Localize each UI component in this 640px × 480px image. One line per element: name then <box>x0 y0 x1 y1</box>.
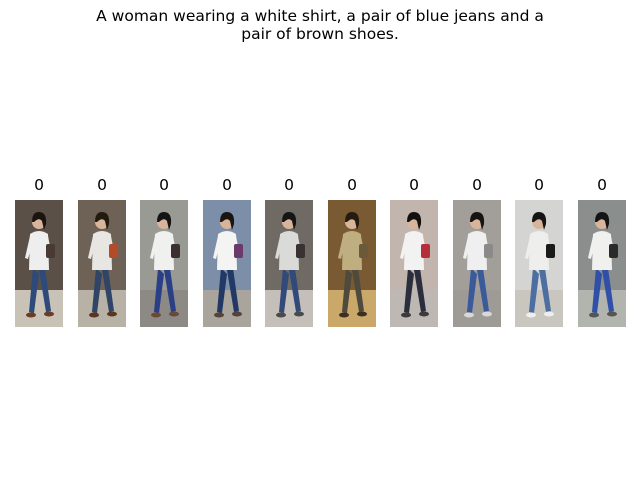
result-thumbnail <box>78 200 126 327</box>
pedestrian-image <box>328 200 376 327</box>
result-thumbnail <box>453 200 501 327</box>
pedestrian-image <box>515 200 563 327</box>
result-score: 0 <box>347 176 357 194</box>
result-thumbnail <box>140 200 188 327</box>
query-caption-line-2: pair of brown shoes. <box>241 25 399 43</box>
query-caption: A woman wearing a white shirt, a pair of… <box>0 7 640 43</box>
pedestrian-image <box>15 200 63 327</box>
result-score: 0 <box>534 176 544 194</box>
result-thumbnail <box>515 200 563 327</box>
result-thumbnail <box>328 200 376 327</box>
result-thumbnail <box>265 200 313 327</box>
result-score: 0 <box>597 176 607 194</box>
result-score: 0 <box>159 176 169 194</box>
result-score: 0 <box>284 176 294 194</box>
pedestrian-image <box>390 200 438 327</box>
result-score: 0 <box>34 176 44 194</box>
pedestrian-image <box>140 200 188 327</box>
result-thumbnail <box>203 200 251 327</box>
pedestrian-image <box>578 200 626 327</box>
query-caption-line-1: A woman wearing a white shirt, a pair of… <box>96 7 544 25</box>
pedestrian-image <box>265 200 313 327</box>
result-score: 0 <box>97 176 107 194</box>
result-score: 0 <box>409 176 419 194</box>
pedestrian-image <box>203 200 251 327</box>
result-score: 0 <box>472 176 482 194</box>
result-thumbnail <box>390 200 438 327</box>
result-thumbnail <box>15 200 63 327</box>
pedestrian-image <box>453 200 501 327</box>
result-thumbnail <box>578 200 626 327</box>
pedestrian-image <box>78 200 126 327</box>
result-score: 0 <box>222 176 232 194</box>
